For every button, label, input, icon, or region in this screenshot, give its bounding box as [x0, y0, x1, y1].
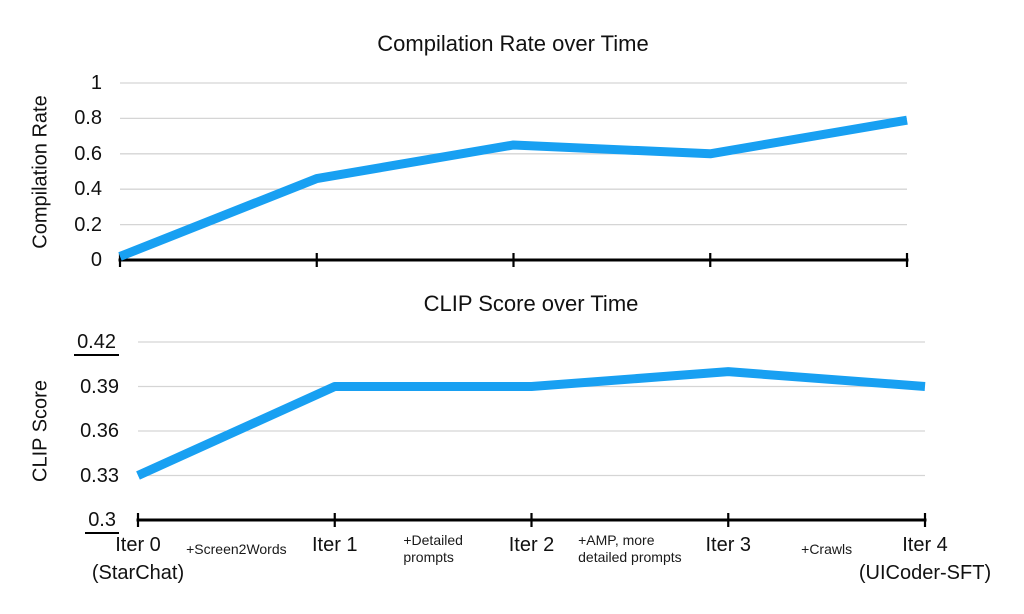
- y-tick-label: 0: [90, 249, 102, 271]
- iteration-label: Iter 1: [311, 534, 358, 556]
- iteration-label: Iter 0 (StarChat): [91, 534, 185, 584]
- iteration-label: Iter 4 (UICoder-SFT): [858, 534, 992, 584]
- series-line: [136, 367, 926, 480]
- annotation-label: +Detailed prompts: [403, 532, 463, 565]
- y-tick-label: 0.3: [33, 507, 119, 534]
- series-line: [118, 115, 908, 261]
- annotation-label: +AMP, more detailed prompts: [578, 532, 682, 565]
- annotation-label: +Crawls: [801, 541, 853, 557]
- clip-score-chart-title: CLIP Score over Time: [423, 291, 639, 316]
- y-tick-label: 0.33: [80, 464, 119, 487]
- y-tick-label: 0.39: [80, 375, 119, 398]
- iteration-label: Iter 3: [705, 534, 752, 556]
- y-tick-label: 1: [90, 72, 102, 94]
- annotation-label: +Screen2Words: [186, 541, 287, 557]
- y-tick-label: 0.6: [74, 142, 102, 165]
- compilation-rate-chart-title: Compilation Rate over Time: [377, 31, 649, 56]
- y-tick-label: 0.2: [74, 213, 102, 236]
- y-tick-label: 0.8: [74, 107, 102, 130]
- y-tick-label: 0.36: [80, 420, 119, 442]
- y-tick-label: 0.4: [74, 178, 102, 201]
- iteration-label: Iter 2: [508, 534, 555, 556]
- y-tick-label: 0.42: [33, 329, 119, 356]
